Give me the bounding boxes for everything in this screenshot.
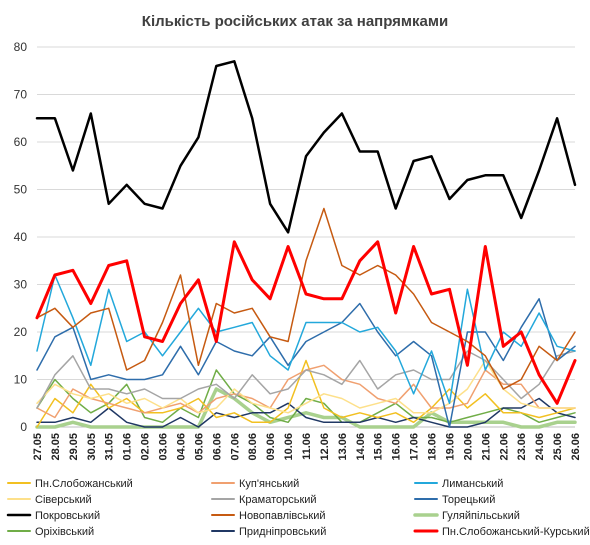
x-tick-label: 09.06 [265, 433, 277, 461]
legend-label: Гуляйпільський [442, 510, 520, 522]
x-tick-label: 24.06 [534, 433, 546, 461]
legend-label: Торецький [442, 494, 495, 506]
x-tick-label: 22.06 [498, 433, 510, 461]
x-tick-label: 14.06 [355, 433, 367, 461]
series-line [36, 369, 576, 424]
y-tick-label: 70 [14, 88, 28, 102]
y-tick-label: 50 [14, 183, 28, 197]
y-tick-label: 10 [14, 373, 28, 387]
x-tick-label: 02.06 [140, 433, 152, 461]
x-tick-label: 18.06 [427, 433, 439, 461]
x-tick-label: 19.06 [444, 433, 456, 461]
legend-label: Сіверський [35, 494, 92, 506]
y-tick-label: 0 [20, 420, 27, 434]
x-tick-label: 11.06 [301, 433, 313, 460]
legend-label: Покровський [35, 510, 100, 522]
x-tick-label: 05.06 [193, 433, 205, 461]
chart-title: Кількість російських атак за напрямками [142, 13, 448, 30]
y-tick-label: 40 [14, 230, 28, 244]
x-tick-label: 31.05 [104, 433, 116, 461]
y-tick-label: 60 [14, 135, 28, 149]
legend-label: Краматорський [239, 494, 317, 506]
x-tick-label: 03.06 [158, 433, 170, 461]
y-axis-ticks: 0 10 20 30 40 50 60 70 80 [14, 40, 28, 434]
legend-label: Новопавлівський [239, 510, 325, 522]
x-tick-label: 27.05 [32, 433, 44, 461]
series-line [35, 60, 577, 234]
legend-label: Оріхівський [35, 526, 94, 538]
x-axis-ticks: 27.05 28.05 29.05 30.05 31.05 01.06 02.06 03.06… [32, 433, 582, 461]
series-line [36, 298, 576, 428]
series-line [36, 359, 576, 428]
legend-label: Лиманський [442, 478, 503, 490]
series-line [36, 274, 576, 405]
legend: Пн.Слобожанський Куп'янський Лиманський Сів… [6, 478, 590, 538]
x-tick-label: 29.05 [68, 433, 80, 461]
x-tick-label: 17.06 [409, 433, 421, 461]
x-tick-label: 08.06 [247, 433, 259, 461]
x-tick-label: 21.06 [480, 433, 492, 461]
x-tick-label: 26.06 [570, 433, 582, 461]
legend-label: Пн.Слобожанський [35, 478, 133, 490]
series-line [36, 397, 576, 428]
x-tick-label: 12.06 [319, 433, 331, 461]
x-tick-label: 16.06 [391, 433, 403, 461]
series-lines [35, 60, 577, 429]
x-tick-label: 25.06 [552, 433, 564, 461]
x-tick-label: 04.06 [175, 433, 187, 461]
y-tick-label: 30 [14, 278, 28, 292]
x-tick-label: 13.06 [337, 433, 349, 461]
legend-label: Придніпровський [239, 526, 326, 538]
x-tick-label: 15.06 [373, 433, 385, 461]
series-line [36, 350, 576, 409]
y-tick-label: 80 [14, 40, 28, 54]
x-tick-label: 01.06 [122, 433, 134, 461]
legend-label: Пн.Слобожанський-Курський [442, 526, 590, 538]
x-tick-label: 28.05 [50, 433, 62, 461]
x-tick-label: 23.06 [516, 433, 528, 461]
series-line [35, 240, 577, 405]
y-tick-label: 20 [14, 325, 28, 339]
x-tick-label: 20.06 [462, 433, 474, 461]
series-line [36, 207, 576, 390]
x-tick-label: 30.05 [86, 433, 98, 461]
x-tick-label: 06.06 [211, 433, 223, 461]
x-tick-label: 10.06 [283, 433, 295, 461]
x-tick-label: 07.06 [229, 433, 241, 461]
legend-label: Куп'янський [239, 478, 299, 490]
